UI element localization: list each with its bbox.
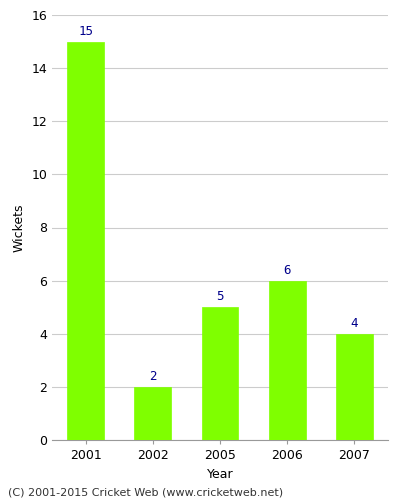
Bar	[202, 307, 238, 440]
Bar	[269, 280, 306, 440]
Text: 2: 2	[149, 370, 156, 383]
Bar	[134, 387, 171, 440]
Y-axis label: Wickets: Wickets	[13, 203, 26, 252]
Text: 4: 4	[351, 317, 358, 330]
Text: (C) 2001-2015 Cricket Web (www.cricketweb.net): (C) 2001-2015 Cricket Web (www.cricketwe…	[8, 488, 283, 498]
Text: 6: 6	[284, 264, 291, 276]
Text: 5: 5	[216, 290, 224, 303]
Bar	[336, 334, 373, 440]
Bar	[67, 42, 104, 440]
X-axis label: Year: Year	[207, 468, 233, 480]
Text: 15: 15	[78, 24, 93, 38]
